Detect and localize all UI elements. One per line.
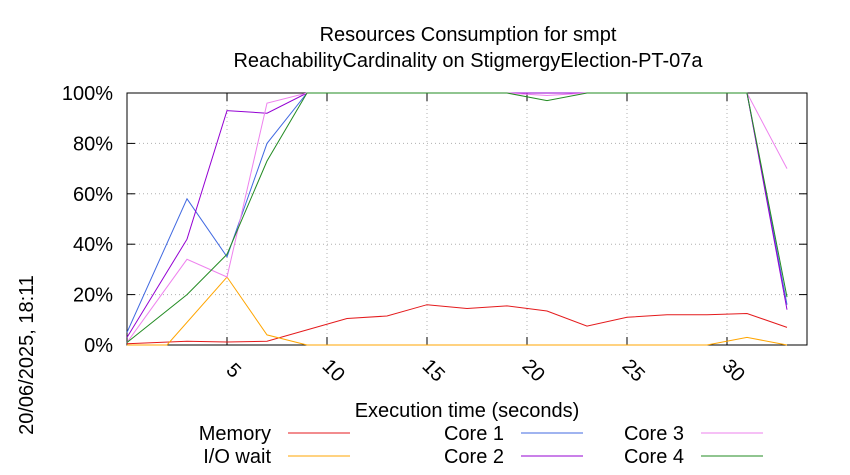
- gridlines: [127, 92, 807, 346]
- legend-label-core-2: Core 2: [444, 446, 504, 468]
- y-tick-label: 60%: [73, 184, 113, 206]
- series-lines: [126, 92, 788, 346]
- x-tick-label: 20: [518, 355, 549, 386]
- chart-title-line1: Resources Consumption for smpt: [320, 24, 617, 46]
- y-tick-label: 20%: [73, 285, 113, 307]
- series-line-core-2: [126, 92, 788, 338]
- series-line-core-1: [126, 92, 788, 333]
- chart-title-line2: ReachabilityCardinality on StigmergyElec…: [233, 50, 703, 72]
- y-axis: 0% 20% 40% 60% 80% 100%: [62, 83, 807, 357]
- series-line-core-4: [126, 92, 788, 343]
- y-tick-label: 80%: [73, 133, 113, 155]
- x-tick-label: 25: [618, 355, 649, 386]
- series-line-i-o-wait: [127, 276, 788, 346]
- legend-label-core-3: Core 3: [624, 423, 684, 445]
- legend-label-i-o-wait: I/O wait: [203, 446, 271, 468]
- plot-border: [126, 92, 808, 346]
- x-tick-label: 15: [418, 355, 449, 386]
- x-tick-label: 5: [222, 359, 245, 382]
- legend-label-core-1: Core 1: [444, 423, 504, 445]
- y-tick-label: 40%: [73, 234, 113, 256]
- x-axis: 5 10 15 20 25 30: [222, 93, 749, 386]
- legend-label-core-4: Core 4: [624, 446, 684, 468]
- series-line-core-3: [126, 92, 788, 343]
- legend-label-memory: Memory: [199, 423, 271, 445]
- x-tick-label: 30: [718, 355, 749, 386]
- y-tick-label: 0%: [84, 335, 113, 357]
- y-tick-label: 100%: [62, 83, 113, 105]
- timestamp-label: 20/06/2025, 18:11: [16, 275, 38, 435]
- x-axis-label: Execution time (seconds): [355, 400, 580, 422]
- series-line-memory: [126, 304, 788, 345]
- x-tick-label: 10: [318, 355, 349, 386]
